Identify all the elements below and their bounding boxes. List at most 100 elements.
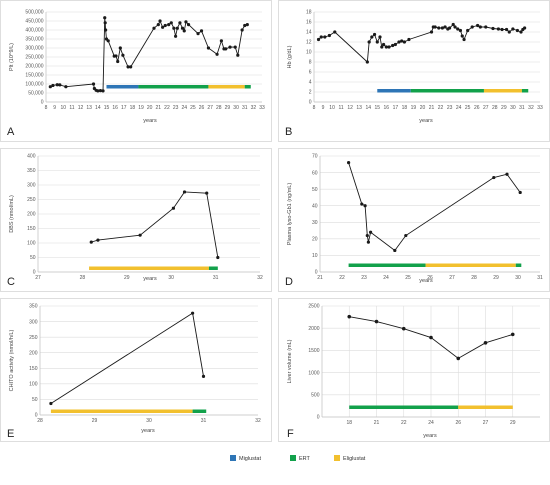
data-point [462, 37, 466, 42]
x-tick-label: 15 [104, 105, 110, 111]
x-tick-label: 16 [112, 105, 118, 111]
panel-frame [0, 148, 272, 292]
y-tick-label: 150,000 [25, 73, 43, 79]
data-point [171, 206, 176, 210]
data-point [182, 190, 187, 194]
data-point [365, 233, 369, 238]
treatment-bar-ert [349, 405, 459, 409]
x-tick-label: 30 [168, 275, 174, 281]
x-tick-label: 32 [255, 418, 261, 424]
y-tick-label: 300 [27, 183, 36, 189]
x-axis-label: years [419, 118, 433, 124]
data-point [245, 23, 249, 27]
y-tick-label: 12 [306, 40, 312, 46]
y-tick-label: 250,000 [25, 55, 43, 61]
data-point [206, 46, 211, 50]
data-point [129, 65, 133, 69]
data-point [440, 26, 444, 30]
data-point [391, 43, 395, 48]
y-tick-label: 250 [27, 197, 36, 203]
data-point [175, 26, 179, 30]
treatment-bar-eliglustat [89, 266, 209, 270]
x-tick-label: 25 [190, 105, 196, 111]
x-tick-label: 29 [92, 418, 98, 424]
x-tick-label: 14 [365, 105, 371, 111]
x-tick-label: 27 [207, 105, 213, 111]
x-tick-label: 29 [124, 275, 130, 281]
y-tick-label: 300 [29, 319, 38, 325]
y-axis-label: Plasma lyso-Gb1 (ng/mL) [287, 183, 293, 246]
x-tick-label: 19 [138, 105, 144, 111]
x-tick-label: 26 [199, 105, 205, 111]
data-point [186, 23, 191, 27]
data-point [121, 53, 125, 57]
y-tick-label: 350,000 [25, 37, 43, 43]
x-tick-label: 11 [69, 105, 74, 111]
data-point [98, 89, 103, 93]
y-tick-label: 1000 [308, 370, 319, 376]
x-tick-label: 22 [164, 105, 170, 111]
x-axis-label: years [143, 118, 157, 124]
y-tick-label: 0 [317, 415, 320, 421]
data-point [103, 16, 107, 20]
data-point [448, 26, 452, 30]
data-point [400, 39, 404, 43]
data-point [453, 25, 457, 29]
data-point [458, 28, 463, 33]
x-tick-label: 31 [201, 418, 207, 424]
x-tick-label: 26 [455, 420, 461, 426]
data-point [327, 33, 331, 38]
x-tick-label: 11 [339, 105, 344, 111]
data-point [215, 52, 219, 56]
data-point [510, 332, 515, 337]
x-tick-label: 15 [374, 105, 380, 111]
panel-letter: A [7, 126, 15, 138]
x-tick-label: 25 [465, 105, 471, 111]
y-tick-label: 30 [312, 220, 318, 226]
data-point [387, 45, 391, 49]
x-tick-label: 18 [402, 105, 408, 111]
legend-swatch-ert [290, 455, 296, 461]
data-point [451, 22, 455, 27]
data-point [504, 27, 509, 32]
data-point [240, 28, 244, 32]
x-tick-label: 30 [515, 275, 521, 281]
x-tick-label: 20 [147, 105, 153, 111]
data-point [174, 34, 178, 38]
panel-letter: D [285, 276, 293, 288]
x-tick-label: 22 [339, 275, 345, 281]
data-point [182, 29, 186, 33]
y-tick-label: 350 [27, 168, 36, 174]
x-tick-label: 32 [257, 275, 263, 281]
data-point [382, 42, 386, 47]
data-point [519, 30, 523, 34]
data-point [167, 23, 171, 27]
y-tick-label: 50 [32, 397, 38, 403]
panel-frame [278, 298, 550, 442]
data-point [478, 25, 482, 29]
data-point [243, 23, 247, 28]
data-point [384, 45, 388, 49]
data-point [378, 35, 382, 39]
data-point [374, 319, 379, 324]
data-point [184, 20, 188, 24]
data-point [316, 37, 321, 42]
data-point [96, 89, 100, 93]
data-point [407, 37, 411, 42]
x-tick-label: 17 [121, 105, 127, 111]
y-tick-label: 100 [27, 241, 36, 247]
data-point [363, 204, 367, 208]
x-tick-label: 22 [401, 420, 407, 426]
data-point [515, 28, 520, 33]
panel-d: 0 10 20 30 40 50 60 70 21 22 23 24 25 26 27 28 29 30 31 yea… [278, 148, 550, 292]
x-tick-label: 33 [259, 105, 265, 111]
x-tick-label: 30 [146, 418, 152, 424]
x-tick-label: 27 [35, 275, 41, 281]
y-tick-label: 200 [29, 350, 38, 356]
data-point [347, 161, 351, 165]
y-axis-label: Plt (10^9/L) [9, 43, 15, 71]
y-tick-label: 500,000 [25, 10, 43, 16]
treatment-bar-ert [348, 263, 426, 267]
data-point [470, 25, 474, 29]
